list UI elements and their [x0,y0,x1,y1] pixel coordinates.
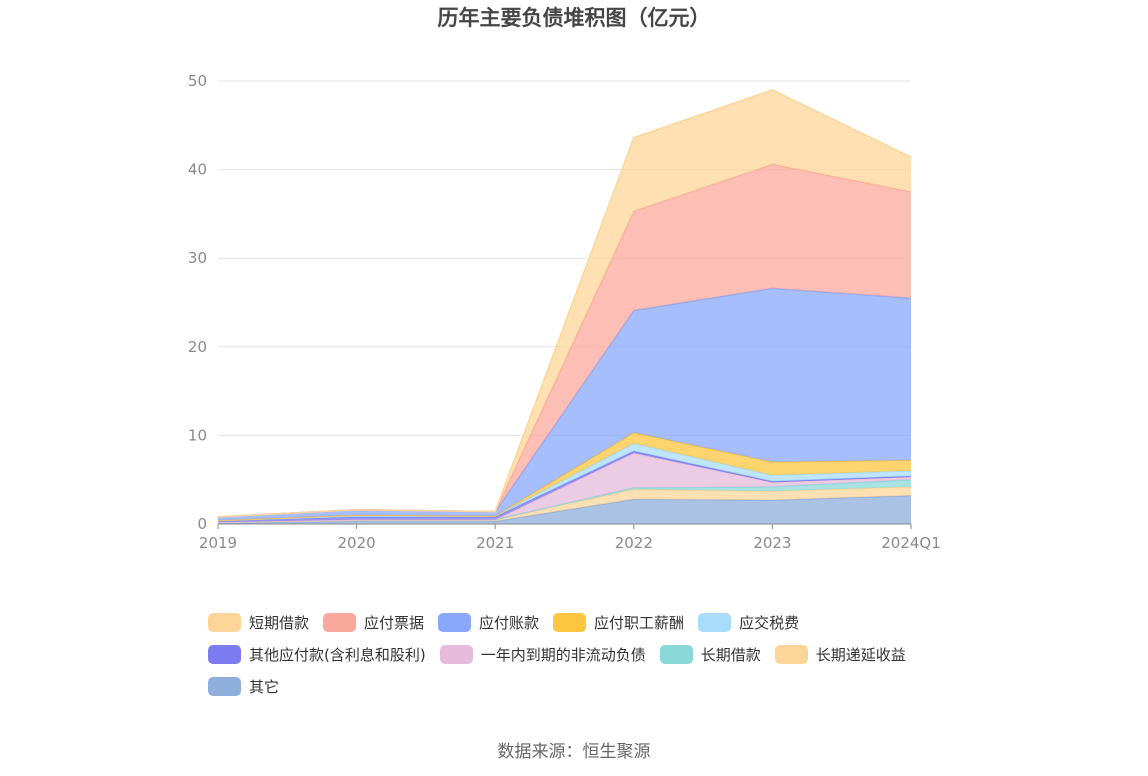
legend-label: 其它 [249,677,280,696]
chart-title: 历年主要负债堆积图（亿元） [437,6,711,30]
legend-item[interactable]: 一年内到期的非流动负债 [439,638,646,670]
legend-item[interactable]: 应付票据 [323,606,424,638]
legend-label: 其他应付款(含利息和股利) [249,645,426,664]
area-series [218,479,911,523]
legend-item[interactable]: 应交税费 [698,606,799,638]
legend-label: 长期递延收益 [815,645,906,664]
legend-swatch [208,676,241,696]
y-tick-label: 50 [188,72,207,90]
legend-swatch [774,644,808,664]
series-line [217,452,912,523]
area-series [218,89,911,517]
area-series [218,432,911,521]
x-tick-label: 2022 [615,534,653,552]
legend-item[interactable]: 应付职工薪酬 [553,606,684,638]
y-tick-label: 0 [197,515,207,533]
legend-label: 应付账款 [479,613,540,632]
legend-label: 应交税费 [739,613,800,632]
legend-swatch [208,644,241,664]
area-series [218,453,911,523]
area-series [218,443,911,521]
legend-swatch [208,612,241,632]
legend-item[interactable]: 长期递延收益 [774,638,906,670]
stacked-area-chart: 0 10 20 30 40 50 2019 2020 2021 2022 2023 2024Q1 [188,72,941,552]
legend-item[interactable]: 应付账款 [438,606,539,638]
legend-label: 一年内到期的非流动负债 [480,645,646,664]
legend-swatch [698,612,732,632]
legend-swatch [553,612,587,632]
x-tick-label: 2019 [199,534,237,552]
area-series [218,288,911,521]
legend-label: 长期借款 [700,645,761,664]
area-series [218,495,911,524]
legend-label: 短期借款 [249,613,310,632]
x-tick-label: 2023 [753,534,791,552]
y-tick-label: 10 [188,426,207,444]
x-tick-label: 2020 [338,534,376,552]
legend-swatch [438,612,472,632]
data-source: 数据来源：恒生聚源 [497,742,651,762]
legend-label: 应付票据 [364,613,425,632]
y-tick-label: 20 [188,338,207,356]
legend-item[interactable]: 其他应付款(含利息和股利) [208,638,426,670]
series-line [217,89,912,518]
legend-item[interactable]: 其它 [208,670,279,702]
legend-swatch [659,644,693,664]
area-series [218,164,911,517]
legend-swatch [439,644,473,664]
y-tick-label: 30 [188,249,207,267]
legend-label: 应付职工薪酬 [594,613,685,632]
x-tick-label: 2024Q1 [881,534,941,552]
y-tick-label: 40 [188,161,207,179]
chart-legend: 短期借款 应付票据 应付账款 应付职工薪酬 应交税费其他应付款(含利息和股利) 一年内到期… [208,606,968,702]
x-tick-label: 2021 [476,534,514,552]
legend-item[interactable]: 短期借款 [208,606,309,638]
legend-swatch [323,612,357,632]
legend-item[interactable]: 长期借款 [659,638,761,670]
